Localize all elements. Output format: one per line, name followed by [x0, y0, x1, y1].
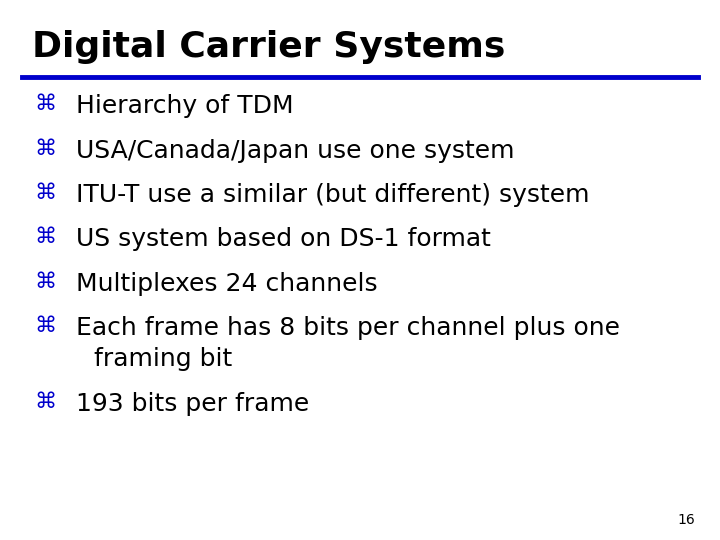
Text: Hierarchy of TDM: Hierarchy of TDM	[76, 94, 293, 118]
Text: ⌘: ⌘	[35, 183, 57, 203]
Text: ⌘: ⌘	[35, 272, 57, 292]
Text: ⌘: ⌘	[35, 139, 57, 159]
Text: Digital Carrier Systems: Digital Carrier Systems	[32, 30, 505, 64]
Text: Multiplexes 24 channels: Multiplexes 24 channels	[76, 272, 377, 295]
Text: ⌘: ⌘	[35, 94, 57, 114]
Text: ⌘: ⌘	[35, 227, 57, 247]
Text: Each frame has 8 bits per channel plus one: Each frame has 8 bits per channel plus o…	[76, 316, 620, 340]
Text: 193 bits per frame: 193 bits per frame	[76, 392, 309, 415]
Text: ⌘: ⌘	[35, 316, 57, 336]
Text: US system based on DS-1 format: US system based on DS-1 format	[76, 227, 490, 251]
Text: ITU-T use a similar (but different) system: ITU-T use a similar (but different) syst…	[76, 183, 589, 207]
Text: 16: 16	[677, 512, 695, 526]
Text: ⌘: ⌘	[35, 392, 57, 411]
Text: framing bit: framing bit	[94, 347, 232, 371]
Text: USA/Canada/Japan use one system: USA/Canada/Japan use one system	[76, 139, 514, 163]
